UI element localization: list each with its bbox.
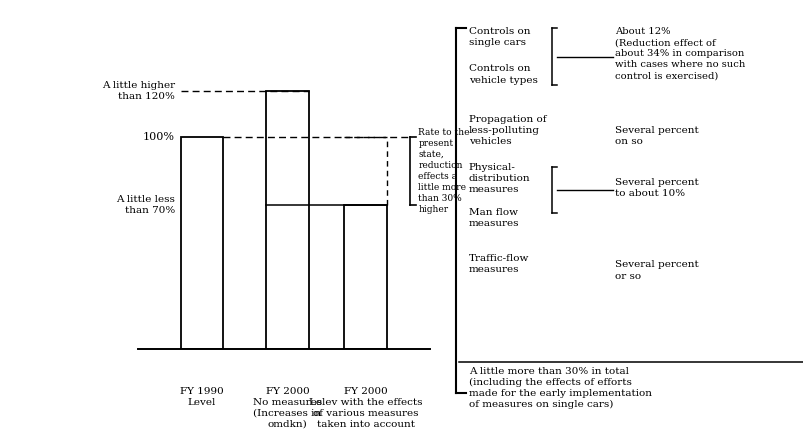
- Text: FY 2000
Lelev with the effects
of various measures
taken into account: FY 2000 Lelev with the effects of variou…: [309, 387, 423, 429]
- Bar: [266, 91, 309, 349]
- Text: Man flow
measures: Man flow measures: [469, 207, 519, 228]
- Bar: [181, 137, 223, 349]
- Text: About 12%
(Reduction effect of
about 34% in comparison
with cases where no such
: About 12% (Reduction effect of about 34%…: [615, 27, 745, 80]
- Text: 100%: 100%: [143, 132, 175, 142]
- Text: Controls on
single cars: Controls on single cars: [469, 27, 530, 47]
- Text: Several percent
on so: Several percent on so: [615, 126, 698, 146]
- Text: Controls on
vehicle types: Controls on vehicle types: [469, 64, 538, 84]
- Text: Several percent
to about 10%: Several percent to about 10%: [615, 178, 698, 198]
- Text: FY 2000
No measures
(Increases in
omdkn): FY 2000 No measures (Increases in omdkn): [253, 387, 322, 429]
- Text: A little more than 30% in total
(including the effects of efforts
made for the e: A little more than 30% in total (includi…: [469, 367, 652, 409]
- Text: A little higher
than 120%: A little higher than 120%: [101, 80, 175, 101]
- Text: Rate to the
present
state,
reduction
effects a
little more
than 30%
higher: Rate to the present state, reduction eff…: [418, 128, 470, 215]
- Text: FY 1990
Level: FY 1990 Level: [180, 387, 224, 407]
- Text: Physical-
distribution
measures: Physical- distribution measures: [469, 163, 530, 194]
- Bar: [345, 205, 387, 349]
- Text: A little less
than 70%: A little less than 70%: [116, 195, 175, 215]
- Text: Traffic-flow
measures: Traffic-flow measures: [469, 254, 530, 274]
- Text: Propagation of
less-polluting
vehicles: Propagation of less-polluting vehicles: [469, 115, 547, 146]
- Text: Several percent
or so: Several percent or so: [615, 261, 698, 281]
